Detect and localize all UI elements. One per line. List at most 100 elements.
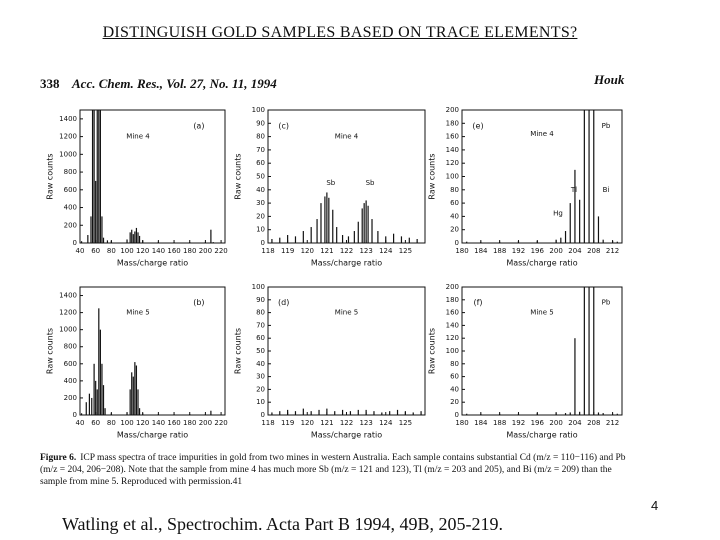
y-tick-label: 1000 [59,326,77,334]
x-tick-label: 119 [281,247,294,255]
y-axis-label: Raw counts [428,153,437,199]
x-tick-label: 208 [587,247,600,255]
y-tick-label: 1200 [59,133,77,141]
panel-label: (f) [473,298,482,307]
x-tick-label: 121 [320,247,333,255]
y-tick-label: 10 [256,226,265,234]
x-tick-label: 125 [399,247,412,255]
y-tick-label: 100 [252,106,265,114]
x-tick-label: 118 [261,247,274,255]
x-tick-label: 119 [281,419,294,427]
y-tick-label: 100 [446,173,459,181]
y-tick-label: 140 [446,321,459,329]
caption-text: ICP mass spectra of trace impurities in … [40,453,626,487]
x-tick-label: 80 [107,419,116,427]
y-tick-label: 20 [256,385,265,393]
x-tick-label: 220 [214,247,227,255]
x-tick-label: 212 [606,247,619,255]
y-tick-label: 120 [446,159,459,167]
y-axis-label: Raw counts [428,328,437,374]
y-tick-label: 70 [256,321,265,329]
plot-frame [267,286,426,416]
y-tick-label: 80 [256,133,265,141]
x-tick-label: 204 [568,419,582,427]
annotation: Mine 5 [335,309,358,317]
x-tick-label: 212 [606,419,619,427]
y-axis-label: Raw counts [46,153,55,199]
x-tick-label: 140 [152,419,165,427]
y-axis-label: Raw counts [234,328,243,374]
spectrum [466,287,618,415]
y-tick-label: 90 [256,296,265,304]
y-tick-label: 60 [450,373,459,381]
y-tick-label: 0 [261,239,265,247]
y-tick-label: 40 [256,360,265,368]
x-tick-label: 200 [199,419,212,427]
y-tick-label: 80 [256,309,265,317]
x-tick-label: 180 [183,247,196,255]
y-tick-label: 0 [73,411,77,419]
journal-name: Acc. Chem. Res., Vol. 27, No. 11, 1994 [72,76,277,91]
y-tick-label: 0 [455,239,459,247]
x-tick-label: 196 [531,247,545,255]
x-tick-label: 118 [261,419,274,427]
panel-label: (c) [278,121,289,130]
x-tick-label: 180 [183,419,196,427]
x-tick-label: 123 [359,419,372,427]
spectrum [80,308,222,415]
x-tick-label: 180 [455,419,468,427]
x-tick-label: 204 [568,247,582,255]
y-tick-label: 0 [73,239,77,247]
y-tick-label: 160 [446,133,459,141]
y-tick-label: 10 [256,398,265,406]
x-tick-label: 192 [512,247,525,255]
spectrum [466,110,618,243]
caption-label: Figure 6. [40,453,77,463]
x-tick-label: 40 [76,247,85,255]
x-tick-label: 121 [320,419,333,427]
y-tick-label: 140 [446,146,459,154]
x-axis-label: Mass/charge ratio [117,431,188,440]
x-axis-label: Mass/charge ratio [311,431,382,440]
y-tick-label: 80 [450,360,459,368]
x-tick-label: 122 [340,247,353,255]
x-tick-label: 100 [120,419,133,427]
x-tick-label: 124 [379,419,393,427]
x-tick-label: 124 [379,247,393,255]
x-tick-label: 60 [91,247,100,255]
annotation: Mine 4 [126,133,150,141]
x-tick-label: 184 [474,247,488,255]
y-tick-label: 50 [256,347,265,355]
annotation: Bi [603,186,610,194]
slide-title: DISTINGUISH GOLD SAMPLES BASED ON TRACE … [102,24,578,41]
annotation: Pb [602,298,611,306]
y-tick-label: 200 [64,221,77,229]
y-tick-label: 70 [256,146,265,154]
y-tick-label: 400 [64,377,77,385]
y-tick-label: 60 [256,334,265,342]
x-tick-label: 160 [167,419,180,427]
citation: Watling et al., Spectrochim. Acta Part B… [62,514,503,534]
x-tick-label: 192 [512,419,525,427]
x-axis-label: Mass/charge ratio [311,259,382,268]
plot-frame [461,286,623,416]
y-tick-label: 80 [450,186,459,194]
x-tick-label: 40 [76,419,85,427]
x-tick-label: 160 [167,247,180,255]
x-tick-label: 80 [107,247,116,255]
x-tick-label: 140 [152,247,165,255]
x-tick-label: 60 [91,419,100,427]
annotation: Mine 4 [530,130,554,138]
x-tick-label: 184 [474,419,488,427]
x-tick-label: 200 [199,247,212,255]
annotation: Mine 5 [126,309,149,317]
y-axis-label: Raw counts [234,153,243,199]
y-tick-label: 200 [64,394,77,402]
annotation: Hg [553,210,563,218]
journal-author: Houk [594,72,625,87]
x-tick-label: 120 [301,419,314,427]
y-tick-label: 30 [256,199,265,207]
x-tick-label: 188 [493,419,506,427]
